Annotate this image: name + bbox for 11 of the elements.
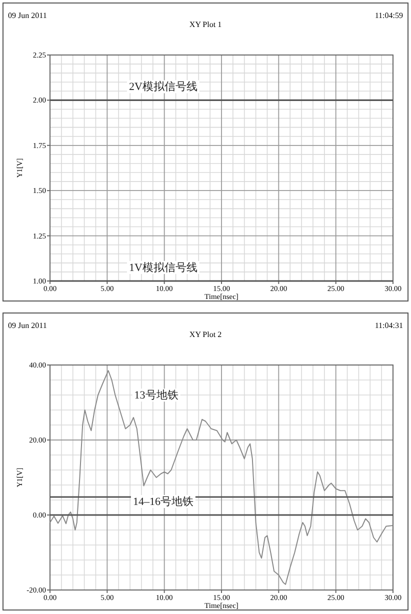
text: 09 Jun 2011 bbox=[8, 321, 47, 330]
line-series bbox=[50, 370, 394, 585]
series-label: 13号地铁 bbox=[134, 388, 178, 402]
text: 09 Jun 2011 bbox=[8, 11, 47, 20]
series-label: 1V模拟信号线 bbox=[128, 261, 198, 274]
series-label: 2V模拟信号线 bbox=[128, 80, 198, 94]
chart-title: XY Plot 1 bbox=[189, 20, 222, 29]
chart-title: XY Plot 2 bbox=[189, 330, 222, 339]
series-label: 14–16号地铁 bbox=[132, 495, 194, 508]
text: 11:04:59 bbox=[374, 11, 403, 20]
text: 11:04:31 bbox=[374, 321, 403, 330]
